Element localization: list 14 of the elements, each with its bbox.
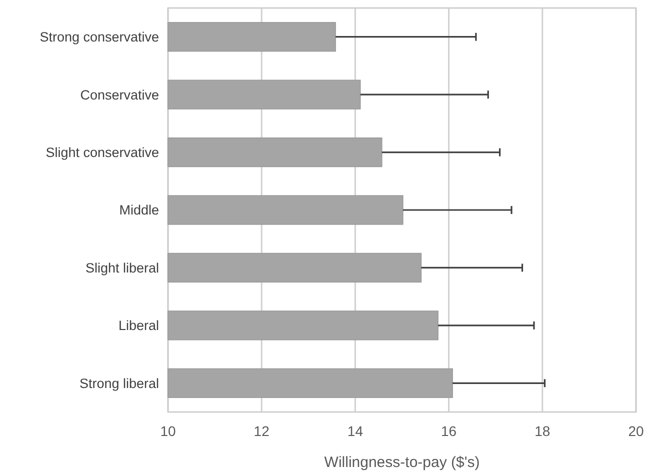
- y-tick-label: Strong liberal: [79, 376, 159, 391]
- y-tick-label: Liberal: [118, 318, 159, 334]
- x-tick-label: 16: [441, 423, 457, 439]
- y-tick-label: Conservative: [80, 87, 159, 102]
- y-tick-label: Slight liberal: [85, 260, 159, 276]
- x-tick-label: 20: [628, 423, 644, 439]
- y-tick-label: Middle: [119, 202, 159, 218]
- x-tick-label: 18: [534, 423, 550, 439]
- x-tick-label: 12: [254, 423, 270, 439]
- y-tick-label: Slight conservative: [46, 145, 159, 160]
- y-tick-label: Strong conservative: [40, 30, 159, 45]
- x-axis-title: Willingness-to-pay ($'s): [324, 454, 480, 471]
- x-tick-label: 10: [160, 423, 176, 439]
- x-tick-label: 14: [347, 423, 364, 439]
